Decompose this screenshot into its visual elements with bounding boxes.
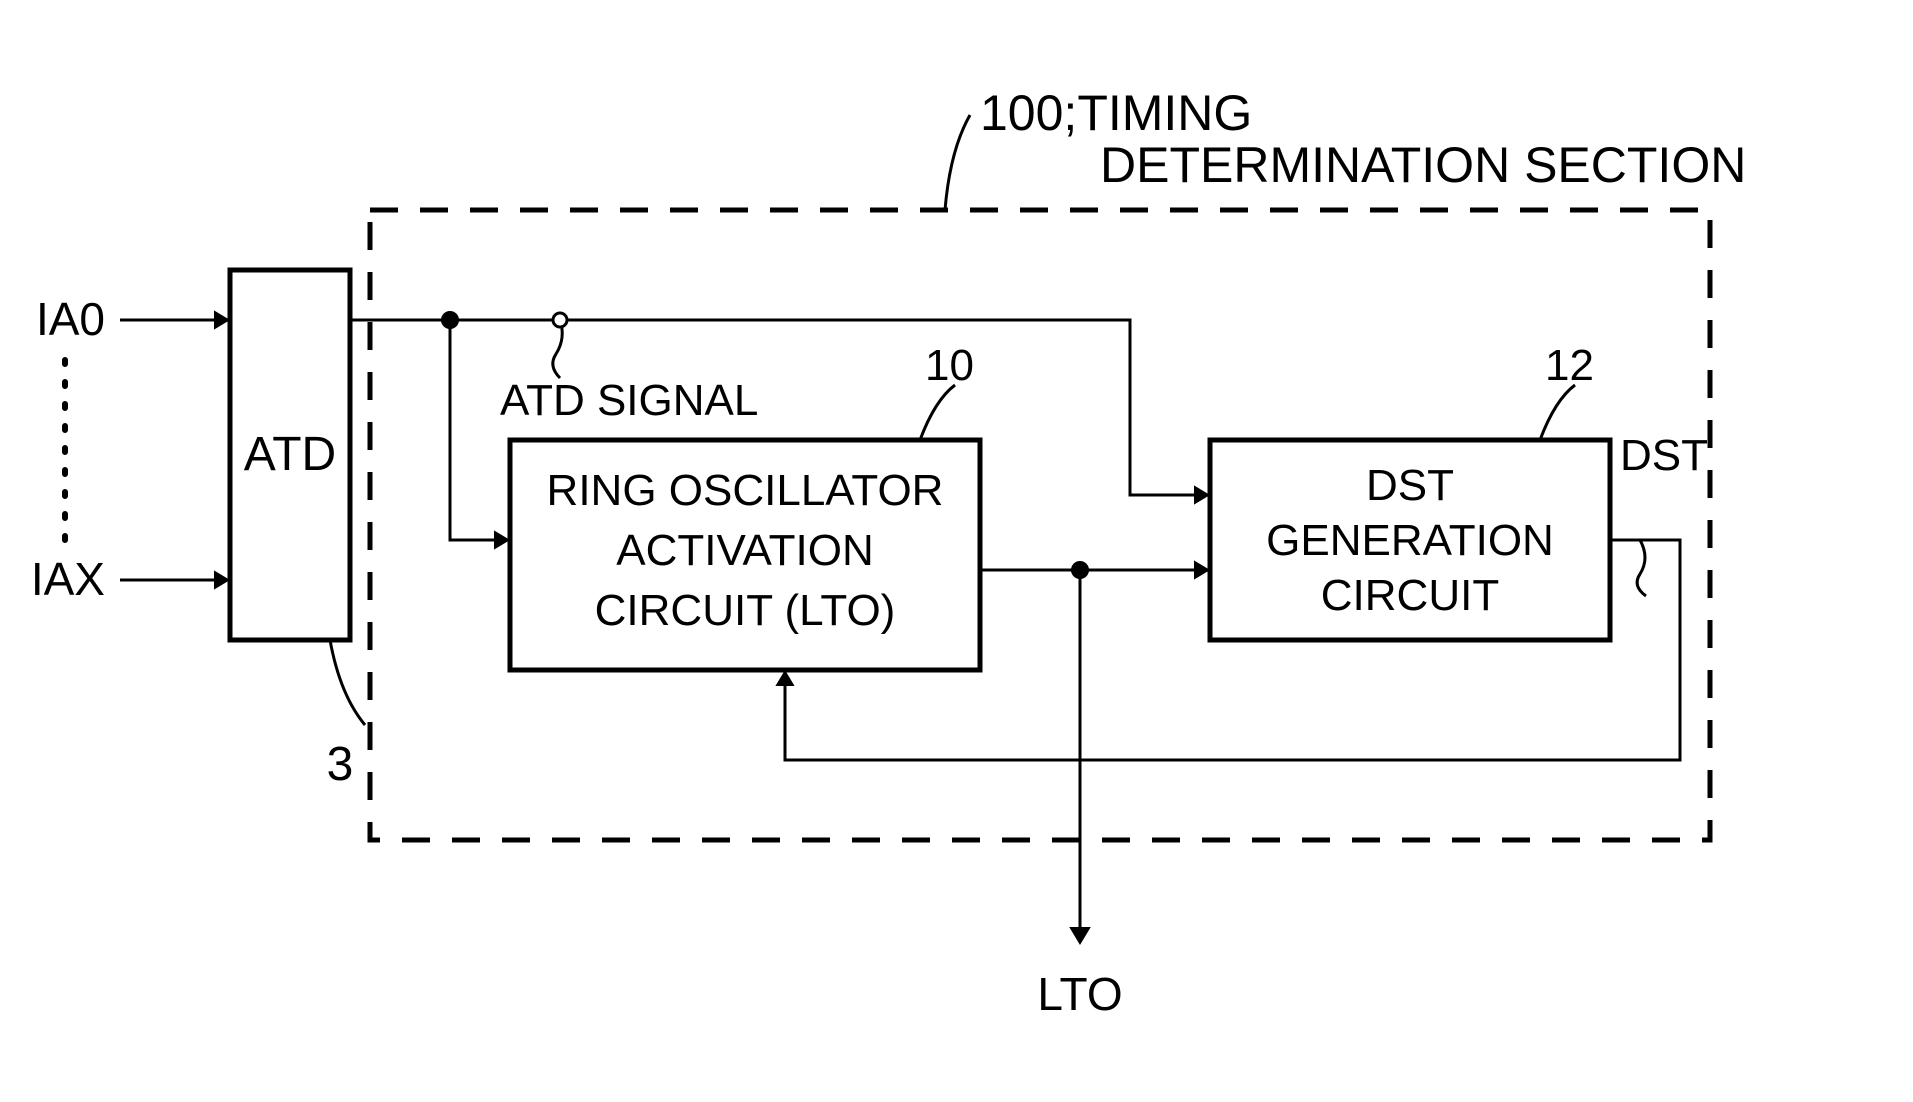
ring-osc-ref-leader bbox=[920, 385, 955, 440]
arrowhead bbox=[1069, 927, 1091, 945]
section-title: DETERMINATION SECTION bbox=[1100, 137, 1746, 193]
dst-ref-label: 12 bbox=[1545, 341, 1594, 390]
atd-ref-leader bbox=[330, 640, 365, 725]
wire-dst-feedback bbox=[785, 540, 1680, 760]
atd-signal-label: ATD SIGNAL bbox=[500, 376, 758, 425]
ring-osc-line1: RING OSCILLATOR bbox=[547, 466, 944, 515]
dst-ref-leader bbox=[1540, 385, 1575, 440]
ring-osc-line3: CIRCUIT (LTO) bbox=[595, 586, 896, 635]
atd-signal-marker bbox=[553, 313, 567, 327]
atd-signal-leader bbox=[553, 320, 562, 378]
dst-line2: GENERATION bbox=[1266, 516, 1554, 565]
title-leader bbox=[945, 115, 970, 210]
dst-line1: DST bbox=[1366, 461, 1454, 510]
atd-ref-label: 3 bbox=[327, 738, 354, 791]
ia0-label: IA0 bbox=[36, 293, 105, 345]
iax-label: IAX bbox=[31, 553, 105, 605]
atd-label: ATD bbox=[244, 428, 336, 481]
section-ref-label: 100;TIMING bbox=[980, 85, 1252, 141]
wire-atd-to-ringosc bbox=[450, 320, 494, 540]
lto-label: LTO bbox=[1037, 968, 1122, 1020]
ring-osc-ref-label: 10 bbox=[925, 341, 974, 390]
dst-line3: CIRCUIT bbox=[1321, 571, 1499, 620]
dst-output-label: DST bbox=[1620, 431, 1708, 480]
dst-label-leader bbox=[1637, 540, 1646, 596]
ring-osc-line2: ACTIVATION bbox=[616, 526, 874, 575]
